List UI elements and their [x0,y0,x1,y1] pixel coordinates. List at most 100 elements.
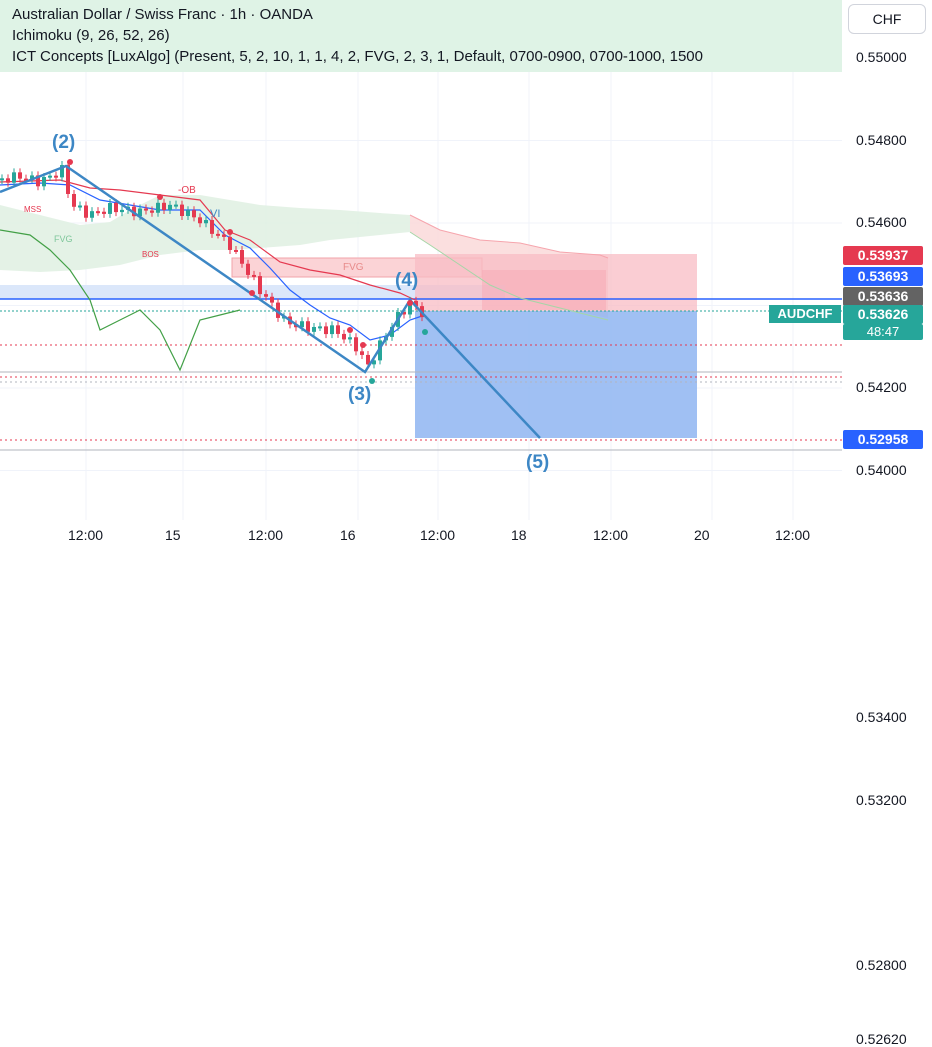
candle-body [0,178,4,181]
price-tag: 0.53693 [843,267,923,286]
candle-body [312,326,316,332]
y-tick-label: 0.53400 [856,709,907,725]
candle-body [360,351,364,355]
x-tick-label: 16 [340,527,356,543]
candle-body [144,208,148,211]
wave-label: (2) [52,132,76,153]
candle-body [306,321,310,332]
currency-selector[interactable]: CHF [848,4,926,34]
annotation-ob: -OB [178,185,196,196]
candle-body [342,333,346,340]
candle-body [324,326,328,335]
ichimoku-legend[interactable]: Ichimoku (9, 26, 52, 26) [12,27,170,44]
candle-body [30,175,34,179]
candle-body [48,175,52,178]
candlesticks [0,161,424,369]
y-tick-label: 0.54000 [856,461,907,478]
annotation-fvg-bearish: FVG [343,262,364,273]
x-tick-label: 20 [694,527,710,543]
take-profit-zone [415,311,697,438]
candle-body [276,302,280,318]
candle-body [24,178,28,181]
cloud-bullish [0,195,410,272]
annotation-mss: MSS [24,205,42,214]
tenkan-sen [0,182,426,341]
candle-body [402,312,406,315]
candle-body [228,236,232,250]
candle-body [222,234,226,237]
candle-body [168,204,172,210]
annotation-fvg-bullish: FVG [54,234,73,244]
candle-body [186,210,190,216]
pivot-low-marker [369,378,375,384]
candle-body [102,211,106,214]
candle-body [18,172,22,179]
candle-body [210,220,214,234]
candle-body [408,300,412,315]
x-tick-label: 12:00 [420,527,456,543]
price-tag: 0.53636 [843,287,923,306]
ict-concepts-legend[interactable]: ICT Concepts [LuxAlgo] (Present, 5, 2, 1… [12,48,703,65]
candle-body [36,175,40,187]
symbol-tag: AUDCHF [769,305,841,323]
candle-body [108,203,112,214]
senkou-b-future [409,231,609,321]
candle-body [330,325,334,335]
symbol-title[interactable]: Australian Dollar / Swiss Franc · 1h · O… [12,6,313,23]
pivot-high-marker [227,229,233,235]
candle-body [72,193,76,207]
annotation-bos: BOS [142,250,159,259]
pivot-markers [67,159,428,384]
pivot-high-marker [157,194,163,200]
candle-body [54,175,58,178]
candle-body [162,202,166,210]
candle-body [246,263,250,275]
candle-body [180,204,184,216]
price-chart[interactable] [0,0,932,550]
candle-body [6,178,10,183]
candle-body [198,217,202,224]
y-tick-label: 0.53200 [856,791,907,808]
candle-body [366,354,370,365]
trade-zones [0,254,697,438]
candle-body [150,210,154,213]
x-tick-label: 12:00 [593,527,629,543]
candle-body [378,340,382,361]
candle-body [12,172,16,183]
candle-body [270,296,274,303]
candle-body [216,233,220,236]
candle-body [390,326,394,337]
candle-body [264,294,268,297]
candle-body [372,360,376,365]
x-tick-label: 12:00 [775,527,811,543]
pivot-low-marker [422,329,428,335]
candle-body [60,165,64,178]
candle-body [156,202,160,213]
candle-body [204,220,208,224]
wave-line [0,164,541,439]
x-tick-label: 15 [165,527,181,543]
price-tag: 0.53937 [843,246,923,265]
wave-label: (4) [395,270,419,291]
candle-body [354,337,358,352]
y-tick-label: 0.54600 [856,214,907,230]
candle-body [42,177,46,187]
y-tick-label: 0.54200 [856,379,907,395]
pivot-high-marker [347,327,353,333]
candle-body [336,325,340,334]
y-tick-label: 0.55000 [856,49,907,65]
x-tick-label: 12:00 [68,527,104,543]
price-tag: 0.52958 [843,430,923,449]
candle-body [78,205,82,208]
x-tick-label: 12:00 [248,527,284,543]
pivot-high-marker [407,300,413,306]
y-tick-label: 0.54800 [856,131,907,148]
candle-body [66,165,70,194]
candle-body [300,321,304,328]
wave-label: (3) [348,384,372,405]
candle-body [138,208,142,217]
candle-body [114,203,118,213]
candle-body [240,250,244,264]
elliott-wave-path [0,164,541,439]
candle-body [90,211,94,218]
